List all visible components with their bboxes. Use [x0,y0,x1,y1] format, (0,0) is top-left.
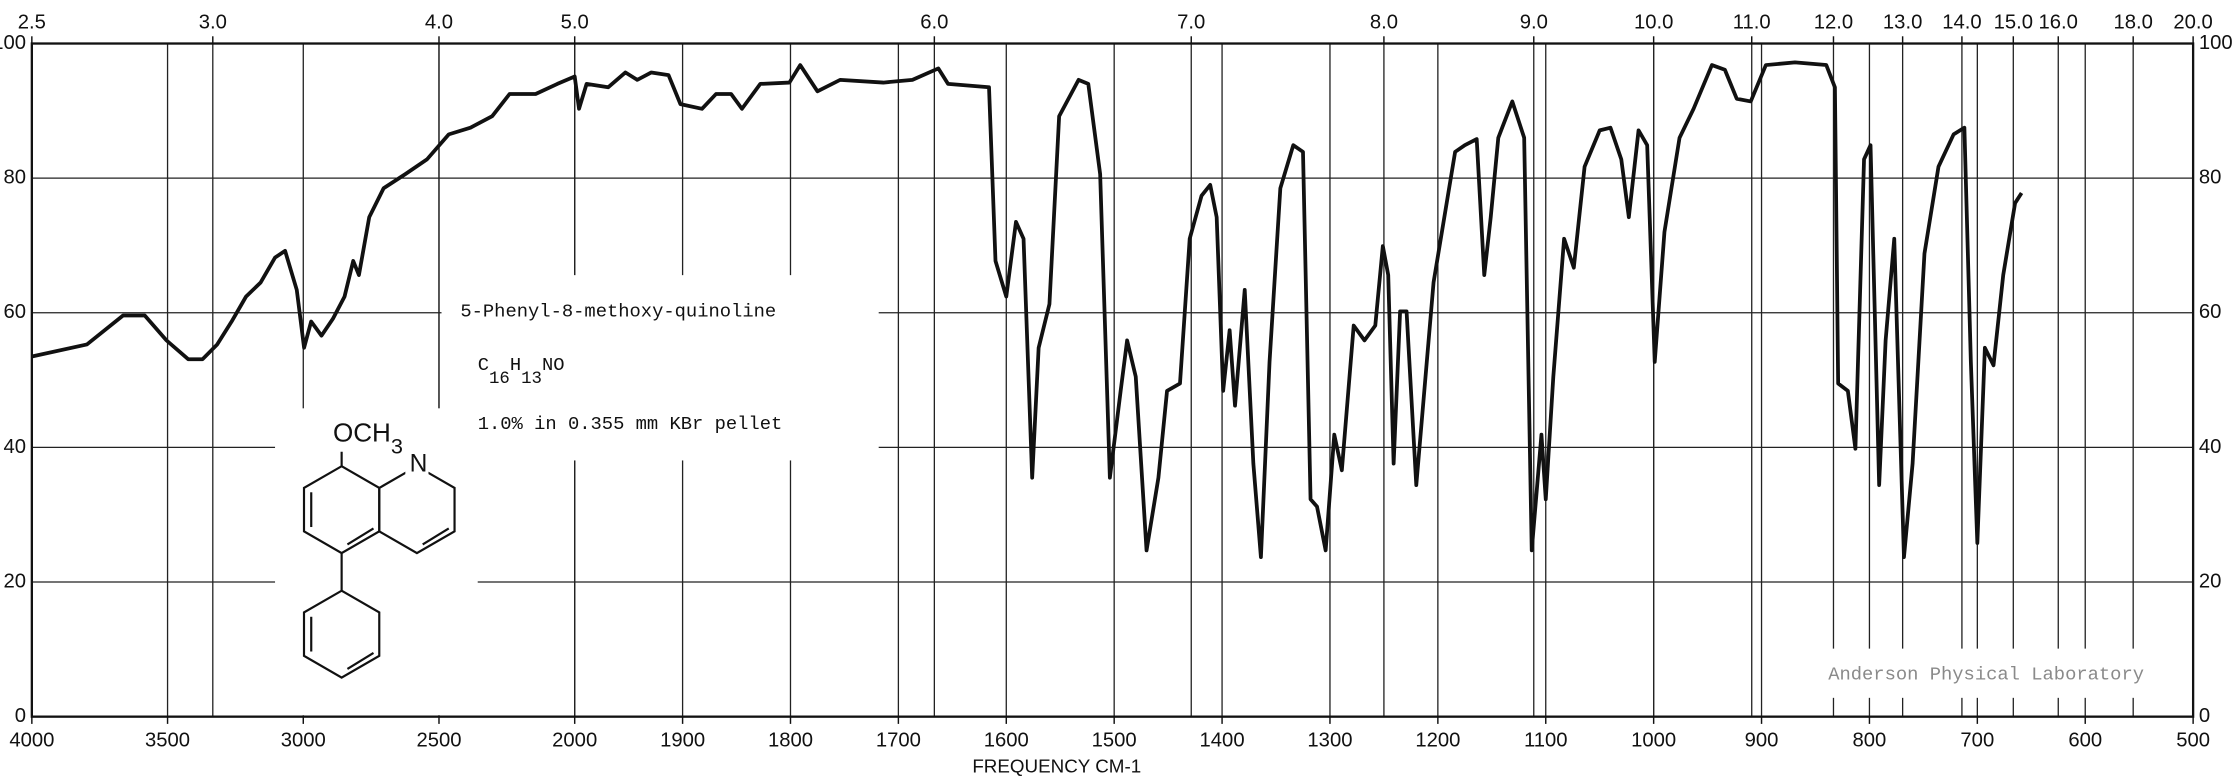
y2-tick-label: 100 [2199,32,2233,54]
x-tick-label: 1600 [984,730,1029,752]
y-tick-label: 100 [0,32,26,54]
x2-tick-label: 4.0 [425,12,453,34]
y2-tick-label: 60 [2199,301,2222,323]
ticks: 0020204040606080801001004000350030002500… [0,12,2233,752]
x2-tick-label: 15.0 [1994,12,2033,34]
y2-tick-label: 80 [2199,167,2222,189]
sample-note: 1.0% in 0.355 mm KBr pellet [478,413,783,435]
x-tick-label: 2000 [552,730,597,752]
stamp-box [1780,648,2192,698]
x2-tick-label: 13.0 [1883,12,1922,34]
substituent-part: OCH [333,417,391,447]
x-axis-title: FREQUENCY CM-1 [972,755,1141,776]
spectrum-line [31,60,2024,560]
x2-tick-label: 5.0 [561,12,589,34]
substituent: OCH3 [333,417,403,458]
x2-tick-label: 18.0 [2113,12,2152,34]
y2-tick-label: 40 [2199,436,2222,458]
x2-tick-label: 3.0 [199,12,227,34]
x2-tick-label: 14.0 [1942,12,1981,34]
structure: OCH3 N [302,417,456,679]
x2-tick-label: 2.5 [18,12,46,34]
y2-tick-label: 20 [2199,570,2222,592]
formula-part: C [478,354,489,376]
ring-atom: N [410,450,428,477]
x-tick-label: 2500 [416,730,461,752]
x-tick-label: 600 [2068,730,2102,752]
x-tick-label: 900 [1745,730,1779,752]
y-tick-label: 20 [4,570,27,592]
ring [302,589,381,679]
y2-tick-label: 0 [2199,705,2210,727]
x-tick-label: 4000 [9,730,54,752]
plot-frame [30,42,2195,718]
formula-part: NO [542,354,565,376]
x-tick-label: 1100 [1524,730,1568,752]
x-tick-label: 1000 [1631,730,1676,752]
x-tick-label: 1800 [768,730,813,752]
x2-tick-label: 9.0 [1520,12,1548,34]
x-tick-label: 1500 [1092,730,1137,752]
x-tick-label: 1900 [660,730,705,752]
x2-tick-label: 7.0 [1177,12,1205,34]
substituent-part: 3 [391,433,403,458]
y-tick-label: 40 [4,436,27,458]
formula: C16H13NO [478,354,565,389]
x-tick-label: 1400 [1200,730,1245,752]
y-tick-label: 0 [15,705,26,727]
x-tick-label: 1200 [1415,730,1460,752]
bond [346,652,375,670]
x-tick-label: 700 [1960,730,1994,752]
x-tick-label: 3000 [281,730,326,752]
x2-tick-label: 11.0 [1733,12,1771,34]
series [31,60,2024,560]
x2-tick-label: 12.0 [1814,12,1853,34]
x-tick-label: 800 [1853,730,1887,752]
x2-tick-label: 8.0 [1370,12,1398,34]
x2-tick-label: 10.0 [1634,12,1673,34]
formula-part: 13 [521,370,542,389]
x2-tick-label: 16.0 [2039,12,2078,34]
atom-bg [405,451,429,475]
x-tick-label: 3500 [145,730,190,752]
x-tick-label: 1300 [1307,730,1352,752]
formula-part: H [510,354,521,376]
bond [422,527,450,546]
x-tick-label: 500 [2176,730,2210,752]
x2-tick-label: 20.0 [2173,12,2212,34]
y-tick-label: 80 [4,167,27,189]
y-tick-label: 60 [4,301,27,323]
stamp: Anderson Physical Laboratory [1828,664,2144,686]
annotation-panel [441,275,879,461]
bond [346,527,375,546]
formula-part: 16 [489,370,510,389]
compound-name: 5-Phenyl-8-methoxy-quinoline [460,300,776,322]
x2-tick-label: 6.0 [920,12,948,34]
x-tick-label: 1700 [876,730,921,752]
structure-panel [275,408,478,716]
